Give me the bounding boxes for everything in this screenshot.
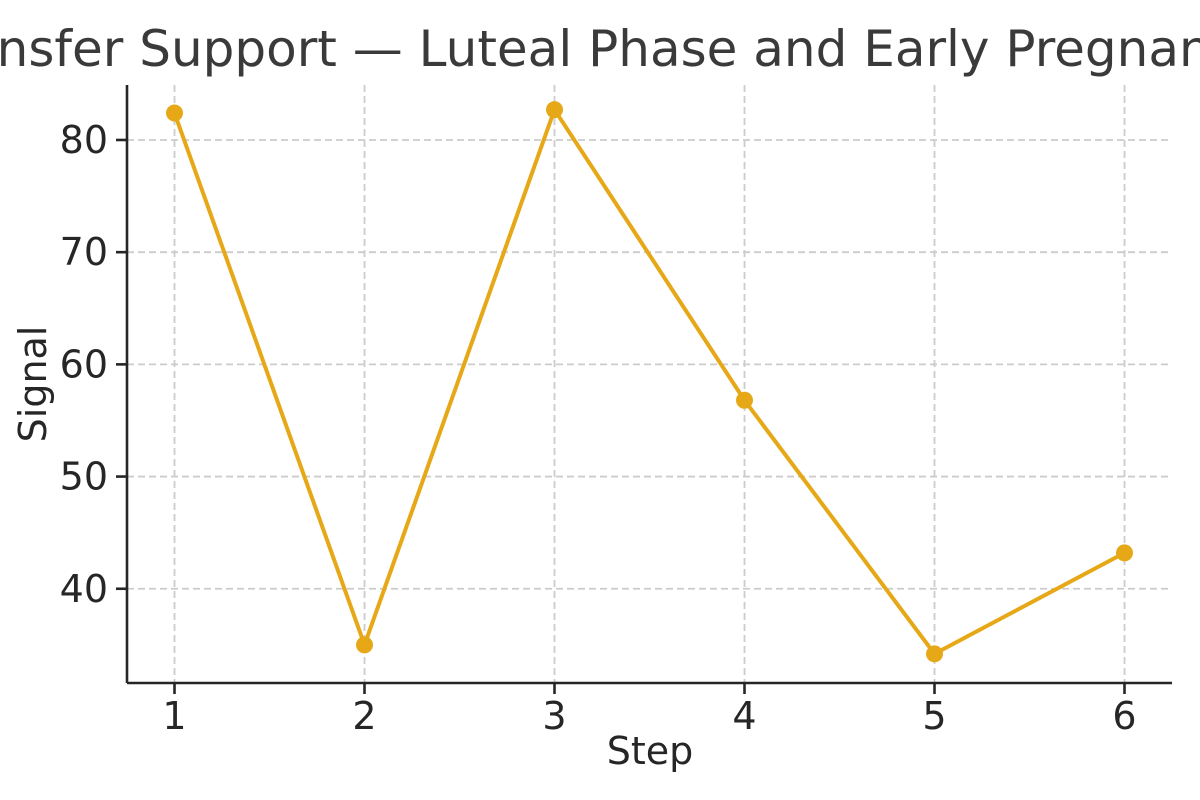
x-tick-label: 3 <box>542 694 566 738</box>
series-line <box>172 107 1127 656</box>
data-point-marker <box>1116 544 1133 562</box>
x-tick-label: 1 <box>162 694 186 738</box>
data-point-marker <box>926 645 943 663</box>
x-tick-label: 6 <box>1112 694 1136 738</box>
y-tick-label: 60 <box>60 342 108 386</box>
y-tick-label: 50 <box>60 455 108 499</box>
x-tick-label: 2 <box>352 694 376 738</box>
data-point-marker <box>166 104 183 122</box>
x-axis-label: Step <box>607 729 694 773</box>
y-tick-label: 70 <box>60 230 108 274</box>
chart-title: Transfer Support — Luteal Phase and Earl… <box>0 20 1200 78</box>
axes <box>116 85 1172 694</box>
y-tick-label: 40 <box>60 567 108 611</box>
y-tick-label: 80 <box>60 118 108 162</box>
gridlines <box>127 85 1172 683</box>
y-axis-label: Signal <box>11 326 55 443</box>
x-tick-label: 5 <box>922 694 946 738</box>
data-point-marker <box>736 391 753 409</box>
data-point-marker <box>356 636 373 654</box>
data-point-marker <box>546 101 563 119</box>
x-tick-label: 4 <box>732 694 756 738</box>
tick-labels: 1 2 3 4 5 6 40 50 60 70 80 <box>60 118 1137 738</box>
data-series <box>166 101 1133 663</box>
